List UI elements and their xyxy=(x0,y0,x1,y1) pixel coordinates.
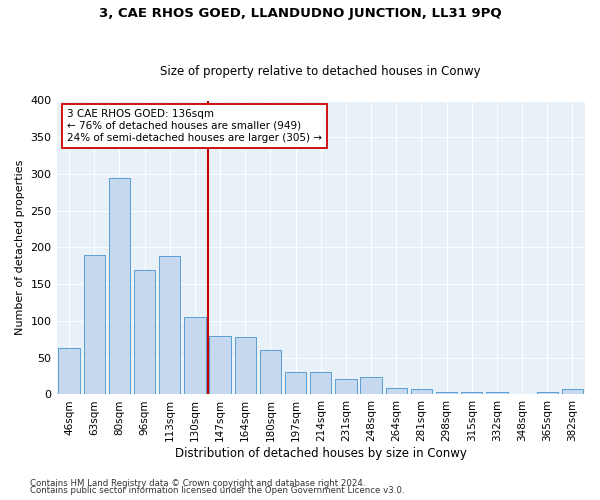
Bar xyxy=(411,390,432,394)
Bar xyxy=(361,377,382,394)
Bar xyxy=(83,255,105,394)
Bar xyxy=(134,270,155,394)
Bar xyxy=(235,337,256,394)
Bar xyxy=(536,392,558,394)
Bar xyxy=(486,392,508,394)
Text: Contains HM Land Registry data © Crown copyright and database right 2024.: Contains HM Land Registry data © Crown c… xyxy=(30,478,365,488)
Title: Size of property relative to detached houses in Conwy: Size of property relative to detached ho… xyxy=(160,66,481,78)
Bar xyxy=(260,350,281,395)
X-axis label: Distribution of detached houses by size in Conwy: Distribution of detached houses by size … xyxy=(175,447,467,460)
Text: 3 CAE RHOS GOED: 136sqm
← 76% of detached houses are smaller (949)
24% of semi-d: 3 CAE RHOS GOED: 136sqm ← 76% of detache… xyxy=(67,110,322,142)
Bar xyxy=(159,256,181,394)
Y-axis label: Number of detached properties: Number of detached properties xyxy=(15,160,25,335)
Bar xyxy=(461,392,482,394)
Text: Contains public sector information licensed under the Open Government Licence v3: Contains public sector information licen… xyxy=(30,486,404,495)
Bar xyxy=(310,372,331,394)
Bar xyxy=(562,390,583,394)
Text: 3, CAE RHOS GOED, LLANDUDNO JUNCTION, LL31 9PQ: 3, CAE RHOS GOED, LLANDUDNO JUNCTION, LL… xyxy=(98,8,502,20)
Bar xyxy=(109,178,130,394)
Bar xyxy=(58,348,80,395)
Bar xyxy=(209,336,231,394)
Bar xyxy=(285,372,307,394)
Bar xyxy=(335,379,356,394)
Bar xyxy=(386,388,407,394)
Bar xyxy=(436,392,457,394)
Bar xyxy=(184,318,206,394)
